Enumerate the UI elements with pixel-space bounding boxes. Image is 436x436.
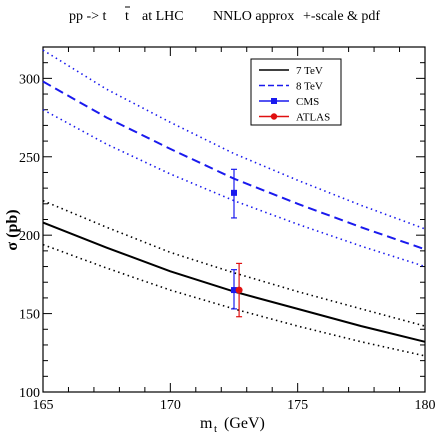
x-tick-label: 170 [160, 398, 181, 413]
legend-label-7-tev: 7 TeV [296, 65, 323, 77]
x-axis-label-main: m [200, 415, 213, 432]
cms-point [231, 189, 237, 196]
y-tick-label: 250 [19, 151, 40, 166]
title-uncertainty: +-scale & pdf [303, 9, 380, 24]
title-at-lhc: at LHC [142, 9, 184, 24]
x-tick-label: 175 [287, 398, 308, 413]
y-tick-label: 300 [19, 72, 40, 87]
x-axis-label-sub: t [214, 423, 217, 435]
series-line-8-tev [42, 80, 426, 251]
y-axis-label: σ (pb) [4, 209, 21, 250]
legend: 7 TeV 8 TeV CMS ATLAS [250, 58, 342, 126]
title-bar-char: t [125, 9, 129, 24]
legend-marker-atlas [270, 113, 278, 120]
plot-area: 165 170 175 180 100 150 200 250 300 [19, 46, 436, 413]
title-process: pp -> t [69, 9, 107, 24]
plot-frame [42, 46, 426, 393]
atlas-point [235, 286, 243, 294]
y-tick-label: 150 [19, 308, 40, 323]
y-tick-label: 200 [19, 229, 40, 244]
y-tick-label: 100 [19, 386, 40, 401]
chart-title: pp -> t t at LHC NNLO approx +-scale & p… [69, 6, 380, 24]
title-order: NNLO approx [213, 9, 294, 24]
cms-point [231, 287, 237, 294]
legend-marker-cms [271, 98, 277, 104]
x-axis-label: m t (GeV) [200, 415, 265, 435]
x-tick-label: 165 [33, 398, 54, 413]
x-axis-label-unit: (GeV) [224, 415, 265, 432]
legend-label-atlas: ATLAS [296, 112, 330, 124]
x-tick-label: 180 [415, 398, 436, 413]
legend-label-8-tev: 8 TeV [296, 81, 323, 93]
legend-label-cms: CMS [296, 96, 319, 108]
